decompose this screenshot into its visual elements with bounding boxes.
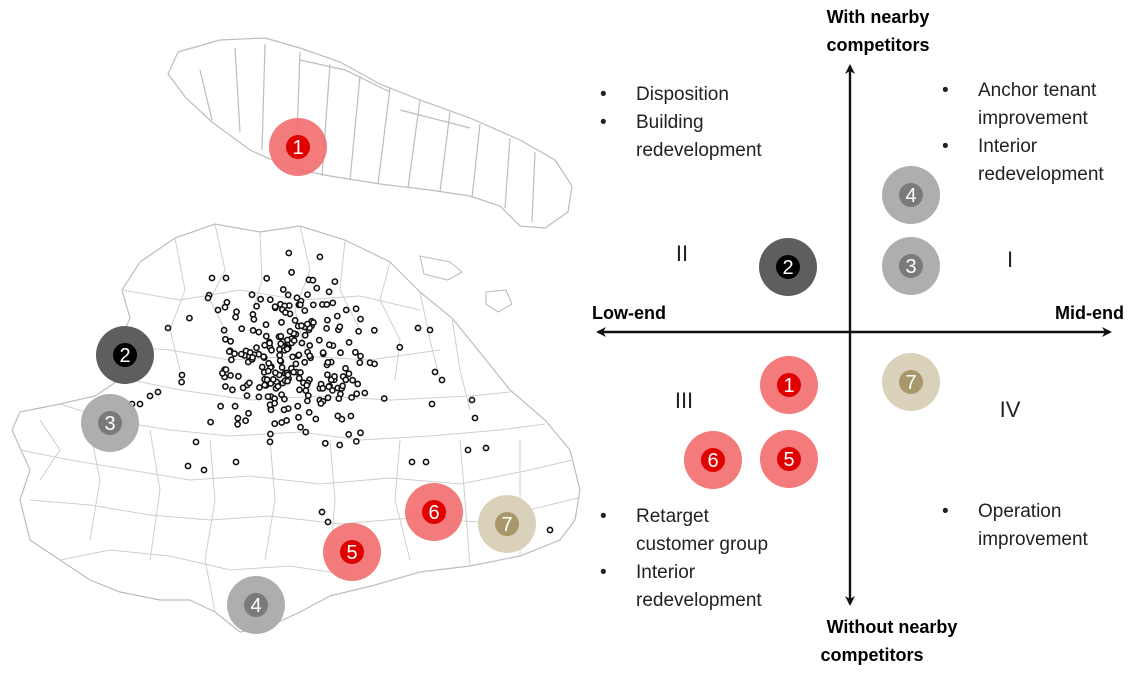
map-marker-label-7: 7	[501, 514, 512, 536]
axis-label-right: Mid-end	[1055, 303, 1124, 323]
axis-label-bottom-line1: Without nearby	[827, 617, 958, 637]
quadrant-site-markers: 2 4 3 1 7 6 5	[684, 166, 940, 489]
map-marker-label-3: 3	[104, 413, 115, 435]
quadrant-label-4: IV	[1000, 397, 1021, 422]
map-site-markers: 1 2 3 4 5 6 7	[81, 118, 536, 634]
quadrant-marker-label-6: 6	[707, 450, 718, 472]
quadrant-label-1: I	[1007, 247, 1013, 272]
map-marker-5: 5	[323, 523, 381, 581]
axis-label-left: Low-end	[592, 303, 666, 323]
map-marker-7: 7	[478, 495, 536, 553]
quadrant-marker-label-4: 4	[905, 185, 916, 207]
axis-label-top-line2: competitors	[826, 35, 929, 55]
bullet-q3-1: •	[600, 562, 607, 583]
map-marker-label-2: 2	[119, 345, 130, 367]
bullet-q3-0: •	[600, 506, 607, 527]
bullet-q2-0: •	[600, 84, 607, 105]
strategy-q3-1-line0: Interior	[636, 562, 696, 583]
map-marker-label-5: 5	[346, 542, 357, 564]
strategy-q4-0-line1: improvement	[978, 529, 1089, 550]
strategy-q3-1-line1: redevelopment	[636, 590, 762, 611]
quadrant-marker-1: 1	[760, 356, 818, 414]
map-marker-label-4: 4	[250, 595, 261, 617]
strategy-lists: • Disposition • Building redevelopment • Ancho…	[600, 80, 1104, 611]
map-svg: 1 2 3 4 5 6 7	[11, 37, 581, 634]
quadrant-marker-label-1: 1	[783, 375, 794, 397]
axis-label-top-line1: With nearby	[827, 7, 930, 27]
quadrant-label-2: II	[676, 241, 688, 266]
strategy-q3-0-line1: customer group	[636, 534, 768, 555]
mainland-outline	[11, 223, 581, 633]
quadrant-marker-label-5: 5	[783, 449, 794, 471]
map-marker-6: 6	[405, 483, 463, 541]
strategy-q1-1-line1: redevelopment	[978, 164, 1104, 185]
axis-label-bottom-line2: competitors	[820, 645, 923, 665]
bullet-q1-0: •	[942, 80, 949, 101]
quadrant-marker-7: 7	[882, 353, 940, 411]
quadrant-svg: With nearby competitors Without nearby c…	[592, 7, 1124, 665]
island-outline	[167, 37, 573, 229]
quadrant-marker-4: 4	[882, 166, 940, 224]
bullet-q2-1: •	[600, 112, 607, 133]
map-marker-1: 1	[269, 118, 327, 176]
map-marker-3: 3	[81, 394, 139, 452]
bullet-q1-1: •	[942, 136, 949, 157]
quadrant-marker-label-7: 7	[905, 372, 916, 394]
strategy-q1-0-line0: Anchor tenant	[978, 80, 1097, 101]
quadrant-marker-label-3: 3	[905, 256, 916, 278]
map-marker-label-1: 1	[292, 137, 303, 159]
strategy-q2-0-line0: Disposition	[636, 84, 729, 105]
quadrant-label-3: III	[675, 388, 693, 413]
map-marker-label-6: 6	[428, 502, 439, 524]
bullet-q4-0: •	[942, 501, 949, 522]
map-marker-2: 2	[96, 326, 154, 384]
strategy-q2-1-line0: Building	[636, 112, 704, 133]
strategy-q1-0-line1: improvement	[978, 108, 1089, 129]
map-marker-4: 4	[227, 576, 285, 634]
strategy-q1-1-line0: Interior	[978, 136, 1038, 157]
shanghai-map: 1 2 3 4 5 6 7	[11, 37, 581, 634]
strategy-q2-1-line1: redevelopment	[636, 140, 762, 161]
quadrant-marker-5: 5	[760, 430, 818, 488]
quadrant-marker-2: 2	[759, 238, 817, 296]
strategy-quadrant: With nearby competitors Without nearby c…	[590, 0, 1136, 676]
store-locations	[128, 249, 554, 534]
strategy-q4-0-line0: Operation	[978, 501, 1061, 522]
strategy-q3-0-line0: Retarget	[636, 506, 710, 527]
small-islands	[419, 255, 513, 313]
quadrant-marker-label-2: 2	[782, 257, 793, 279]
quadrant-marker-3: 3	[882, 237, 940, 295]
quadrant-marker-6: 6	[684, 431, 742, 489]
